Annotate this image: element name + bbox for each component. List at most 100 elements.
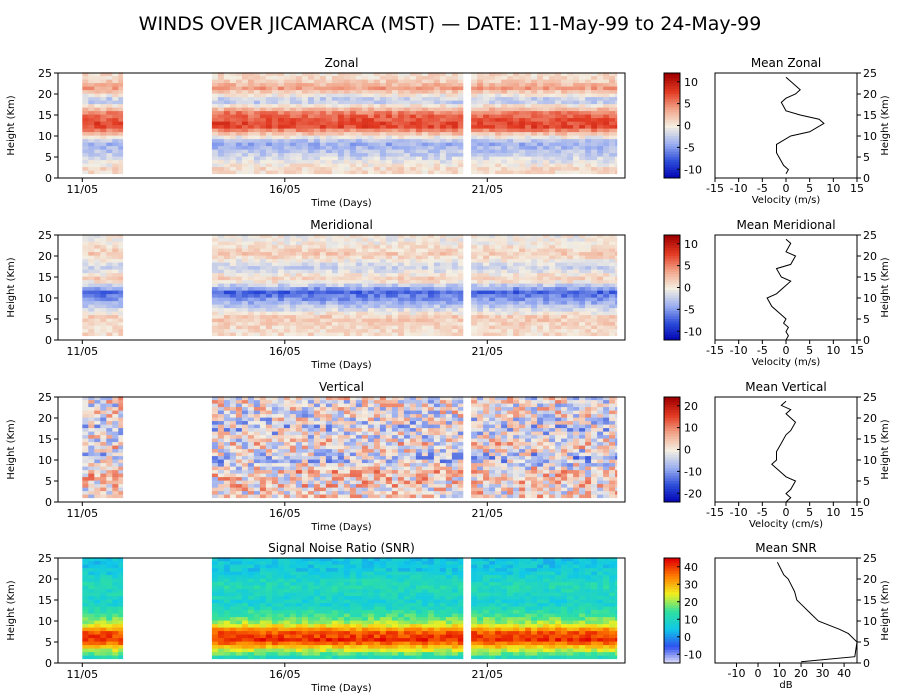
heatmap-cell (591, 251, 598, 256)
heatmap-cell (373, 321, 381, 326)
heatmap-cell (253, 321, 261, 326)
heatmap-cell (82, 332, 89, 337)
heatmap-cell (585, 325, 592, 330)
heatmap-cell (361, 124, 369, 129)
heatmap-cell (211, 258, 219, 263)
heatmap-cell (253, 107, 261, 112)
heatmap-cell (457, 131, 464, 136)
heatmap-cell (483, 135, 490, 140)
heatmap-cell (217, 75, 225, 80)
heatmap-cell (259, 142, 267, 147)
heatmap-cell (361, 75, 369, 80)
heatmap-cell (253, 251, 261, 256)
heatmap-cell (483, 89, 490, 94)
profile-x-tick-label: 0 (783, 182, 790, 195)
heatmap-cell (555, 283, 562, 288)
colorbar-tick-label: 5 (684, 260, 691, 273)
heatmap-cell (439, 234, 447, 239)
heatmap-cell (112, 72, 119, 77)
heatmap-cell (483, 283, 490, 288)
heatmap-cell (289, 89, 297, 94)
heatmap-cell (525, 128, 532, 133)
heatmap-cell (513, 265, 520, 270)
heatmap-cell (94, 152, 101, 157)
heatmap-cell (555, 290, 562, 295)
heatmap-cell (361, 255, 369, 260)
heatmap-cell (561, 170, 568, 175)
heatmap-cell (477, 293, 484, 298)
heatmap-cell (118, 93, 124, 98)
heatmap-cell (211, 483, 219, 488)
heatmap-cell (483, 163, 490, 168)
heatmap-cell (609, 300, 616, 305)
heatmap-cell (501, 117, 508, 122)
heatmap-cell (100, 100, 107, 105)
heatmap-cell (609, 156, 616, 161)
heatmap-cell (385, 79, 393, 84)
heatmap-cell (495, 121, 502, 126)
heatmap-cell (325, 318, 333, 323)
heatmap-cell (100, 297, 107, 302)
heatmap-cell (118, 82, 124, 87)
heatmap-cell (439, 135, 447, 140)
heatmap-cell (88, 286, 95, 291)
heatmap-cell (277, 152, 285, 157)
heatmap-cell (307, 321, 315, 326)
heatmap-cell (549, 279, 556, 284)
heatmap-cell (573, 107, 580, 112)
heatmap-cell (289, 138, 297, 143)
heatmap-cell (337, 156, 345, 161)
colorbar-step (664, 143, 680, 147)
heatmap-cell (501, 138, 508, 143)
mean-profile-ylabel: Height (Km) (880, 95, 891, 155)
heatmap-cell (313, 96, 321, 101)
heatmap-cell (397, 82, 405, 87)
heatmap-cell (495, 328, 502, 333)
heatmap-cell (229, 96, 237, 101)
heatmap-cell (397, 138, 405, 143)
heatmap-cell (319, 75, 327, 80)
heatmap-cell (451, 131, 459, 136)
heatmap-cell (483, 131, 490, 136)
heatmap-cell (409, 321, 417, 326)
heatmap-cell (391, 297, 399, 302)
heatmap-cell (585, 234, 592, 239)
heatmap-cell (289, 128, 297, 133)
heatmap-cell (82, 265, 89, 270)
heatmap-cell (319, 138, 327, 143)
heatmap-cell (277, 138, 285, 143)
heatmap-cell (603, 248, 610, 253)
heatmap-cell (271, 290, 279, 295)
heatmap-cell (603, 110, 610, 115)
heatmap-cell (253, 152, 261, 157)
heatmap-cell (241, 163, 249, 168)
heatmap-cell (106, 304, 113, 309)
heatmap-cell (337, 272, 345, 277)
heatmap-cell (325, 145, 333, 150)
heatmap-cell (106, 128, 113, 133)
heatmap-cell (501, 283, 508, 288)
heatmap-cell (603, 166, 610, 171)
heatmap-cell (325, 89, 333, 94)
heatmap-cell (451, 328, 459, 333)
heatmap-cell (265, 234, 273, 239)
heatmap-cell (259, 321, 267, 326)
heatmap-cell (537, 244, 544, 249)
heatmap-cell (609, 82, 616, 87)
heatmap-cell (513, 121, 520, 126)
heatmap-cell (549, 283, 556, 288)
heatmap-cell (88, 128, 95, 133)
heatmap-cell (573, 138, 580, 143)
heatmap-cell (295, 82, 303, 87)
heatmap-cell (118, 89, 124, 94)
heatmap-cell (555, 251, 562, 256)
heatmap-cell (100, 75, 107, 80)
heatmap-cell (549, 234, 556, 239)
heatmap-cell (106, 145, 113, 150)
heatmap-cell (307, 258, 315, 263)
heatmap-cell (319, 166, 327, 171)
heatmap-cell (367, 114, 375, 119)
heatmap-cell (433, 272, 441, 277)
heatmap-cell (301, 300, 309, 305)
heatmap-cell (247, 307, 255, 312)
